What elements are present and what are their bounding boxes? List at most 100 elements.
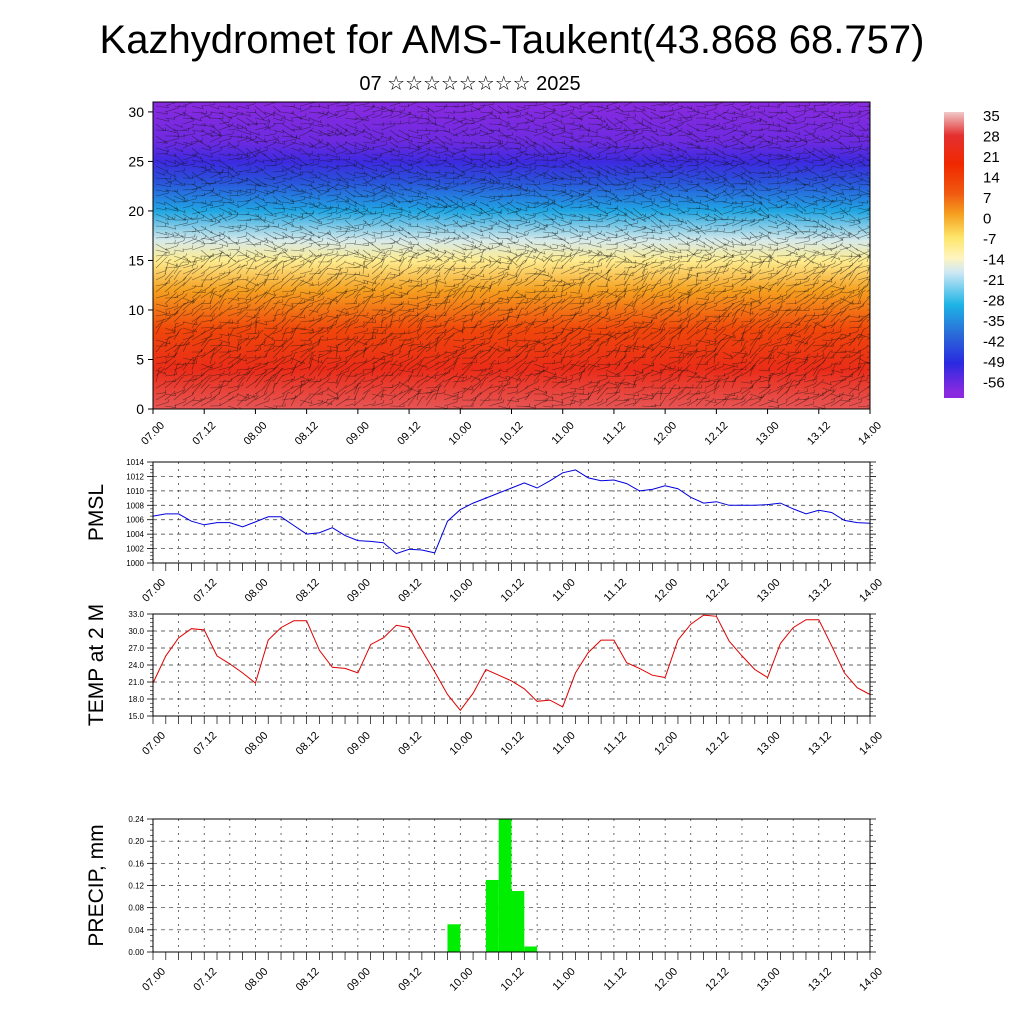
wind-barb <box>443 372 458 383</box>
wind-barb <box>299 345 314 353</box>
x-tick-label: 12.12 <box>704 577 732 605</box>
wind-barb <box>164 250 176 257</box>
wind-barb <box>326 253 339 263</box>
wind-barb <box>596 363 611 371</box>
wind-barb <box>569 326 580 335</box>
wind-barb <box>524 357 538 365</box>
wind-barb <box>299 243 313 251</box>
heatmap-y-tick-label: 0 <box>136 401 144 417</box>
wind-barb <box>587 311 600 317</box>
wind-barb <box>479 234 490 239</box>
wind-barb <box>533 193 548 197</box>
wind-barb <box>470 183 486 191</box>
wind-barb <box>695 316 709 329</box>
wind-barb <box>254 361 268 365</box>
wind-barb <box>335 106 349 113</box>
wind-barb <box>722 355 733 360</box>
wind-barb <box>461 273 475 280</box>
wind-barb <box>839 347 855 353</box>
wind-barb <box>668 127 683 137</box>
wind-barb <box>461 213 473 220</box>
wind-barb <box>533 153 545 158</box>
x-tick-label: 08.00 <box>243 966 271 994</box>
wind-barb <box>416 243 428 252</box>
wind-barb <box>443 201 459 209</box>
wind-barb <box>263 259 275 269</box>
wind-barb <box>812 189 827 194</box>
wind-barb <box>164 171 176 178</box>
wind-barb <box>236 312 248 323</box>
wind-barb <box>326 129 337 135</box>
wind-barb <box>596 332 611 336</box>
x-tick-label: 09.12 <box>396 577 424 605</box>
wind-barb <box>749 334 763 341</box>
wind-barb <box>425 105 435 114</box>
heatmap-x-tick-label: 09.12 <box>395 420 423 448</box>
wind-barb <box>776 322 786 335</box>
wind-barb <box>218 289 229 305</box>
wind-barb <box>812 261 822 266</box>
wind-barb <box>542 255 554 262</box>
wind-barb <box>479 129 495 137</box>
wind-barb <box>155 117 170 122</box>
colorbar-gradient <box>944 112 964 398</box>
wind-barb <box>236 335 250 341</box>
wind-barb <box>767 321 778 335</box>
wind-barb <box>353 293 361 305</box>
wind-barb <box>173 322 179 335</box>
wind-barb <box>173 159 185 166</box>
wind-barb <box>227 345 241 349</box>
wind-barb <box>722 237 734 244</box>
wind-barb <box>632 271 649 281</box>
wind-barb <box>479 207 494 215</box>
wind-barb <box>506 231 518 238</box>
wind-barb <box>479 140 490 144</box>
wind-barb <box>479 303 494 317</box>
wind-barb <box>398 135 410 143</box>
x-tick-label: 07.12 <box>191 966 219 994</box>
wind-barb <box>686 390 699 401</box>
wind-barb <box>848 243 859 251</box>
wind-barb <box>560 237 570 245</box>
wind-barb <box>614 321 625 329</box>
wind-barb <box>461 277 473 287</box>
wind-barb <box>749 105 760 110</box>
wind-barb <box>353 369 365 377</box>
wind-barb <box>209 202 225 209</box>
wind-barb <box>668 147 680 152</box>
wind-barb <box>803 376 818 383</box>
wind-barb <box>191 183 202 190</box>
wind-barb <box>299 160 314 167</box>
wind-barb <box>425 272 441 281</box>
wind-barb <box>425 324 437 335</box>
wind-barb <box>272 346 284 359</box>
wind-barb <box>533 171 546 178</box>
wind-barb <box>821 213 833 220</box>
wind-barb <box>326 364 340 377</box>
wind-barb <box>623 265 633 281</box>
wind-barb <box>812 268 825 281</box>
wind-barb <box>659 152 673 157</box>
wind-barb <box>497 123 508 128</box>
wind-barb <box>443 179 455 185</box>
wind-barb <box>173 371 187 383</box>
x-tick-label: 11.12 <box>602 966 629 993</box>
wind-barb <box>236 276 249 281</box>
wind-barb <box>452 326 466 335</box>
wind-barb <box>569 299 582 305</box>
wind-barb <box>380 351 395 359</box>
wind-barb <box>569 267 580 275</box>
wind-barb <box>776 117 791 125</box>
wind-barb <box>776 348 786 359</box>
wind-barb <box>416 395 425 407</box>
wind-barb <box>362 197 375 203</box>
wind-barb <box>353 286 365 299</box>
wind-barb <box>578 177 591 185</box>
wind-barb <box>335 336 350 347</box>
wind-barb <box>686 144 699 149</box>
wind-barb <box>533 251 543 263</box>
wind-barb <box>326 123 340 132</box>
wind-barb <box>803 249 819 254</box>
wind-barb <box>713 243 728 251</box>
wind-barb <box>371 259 384 269</box>
